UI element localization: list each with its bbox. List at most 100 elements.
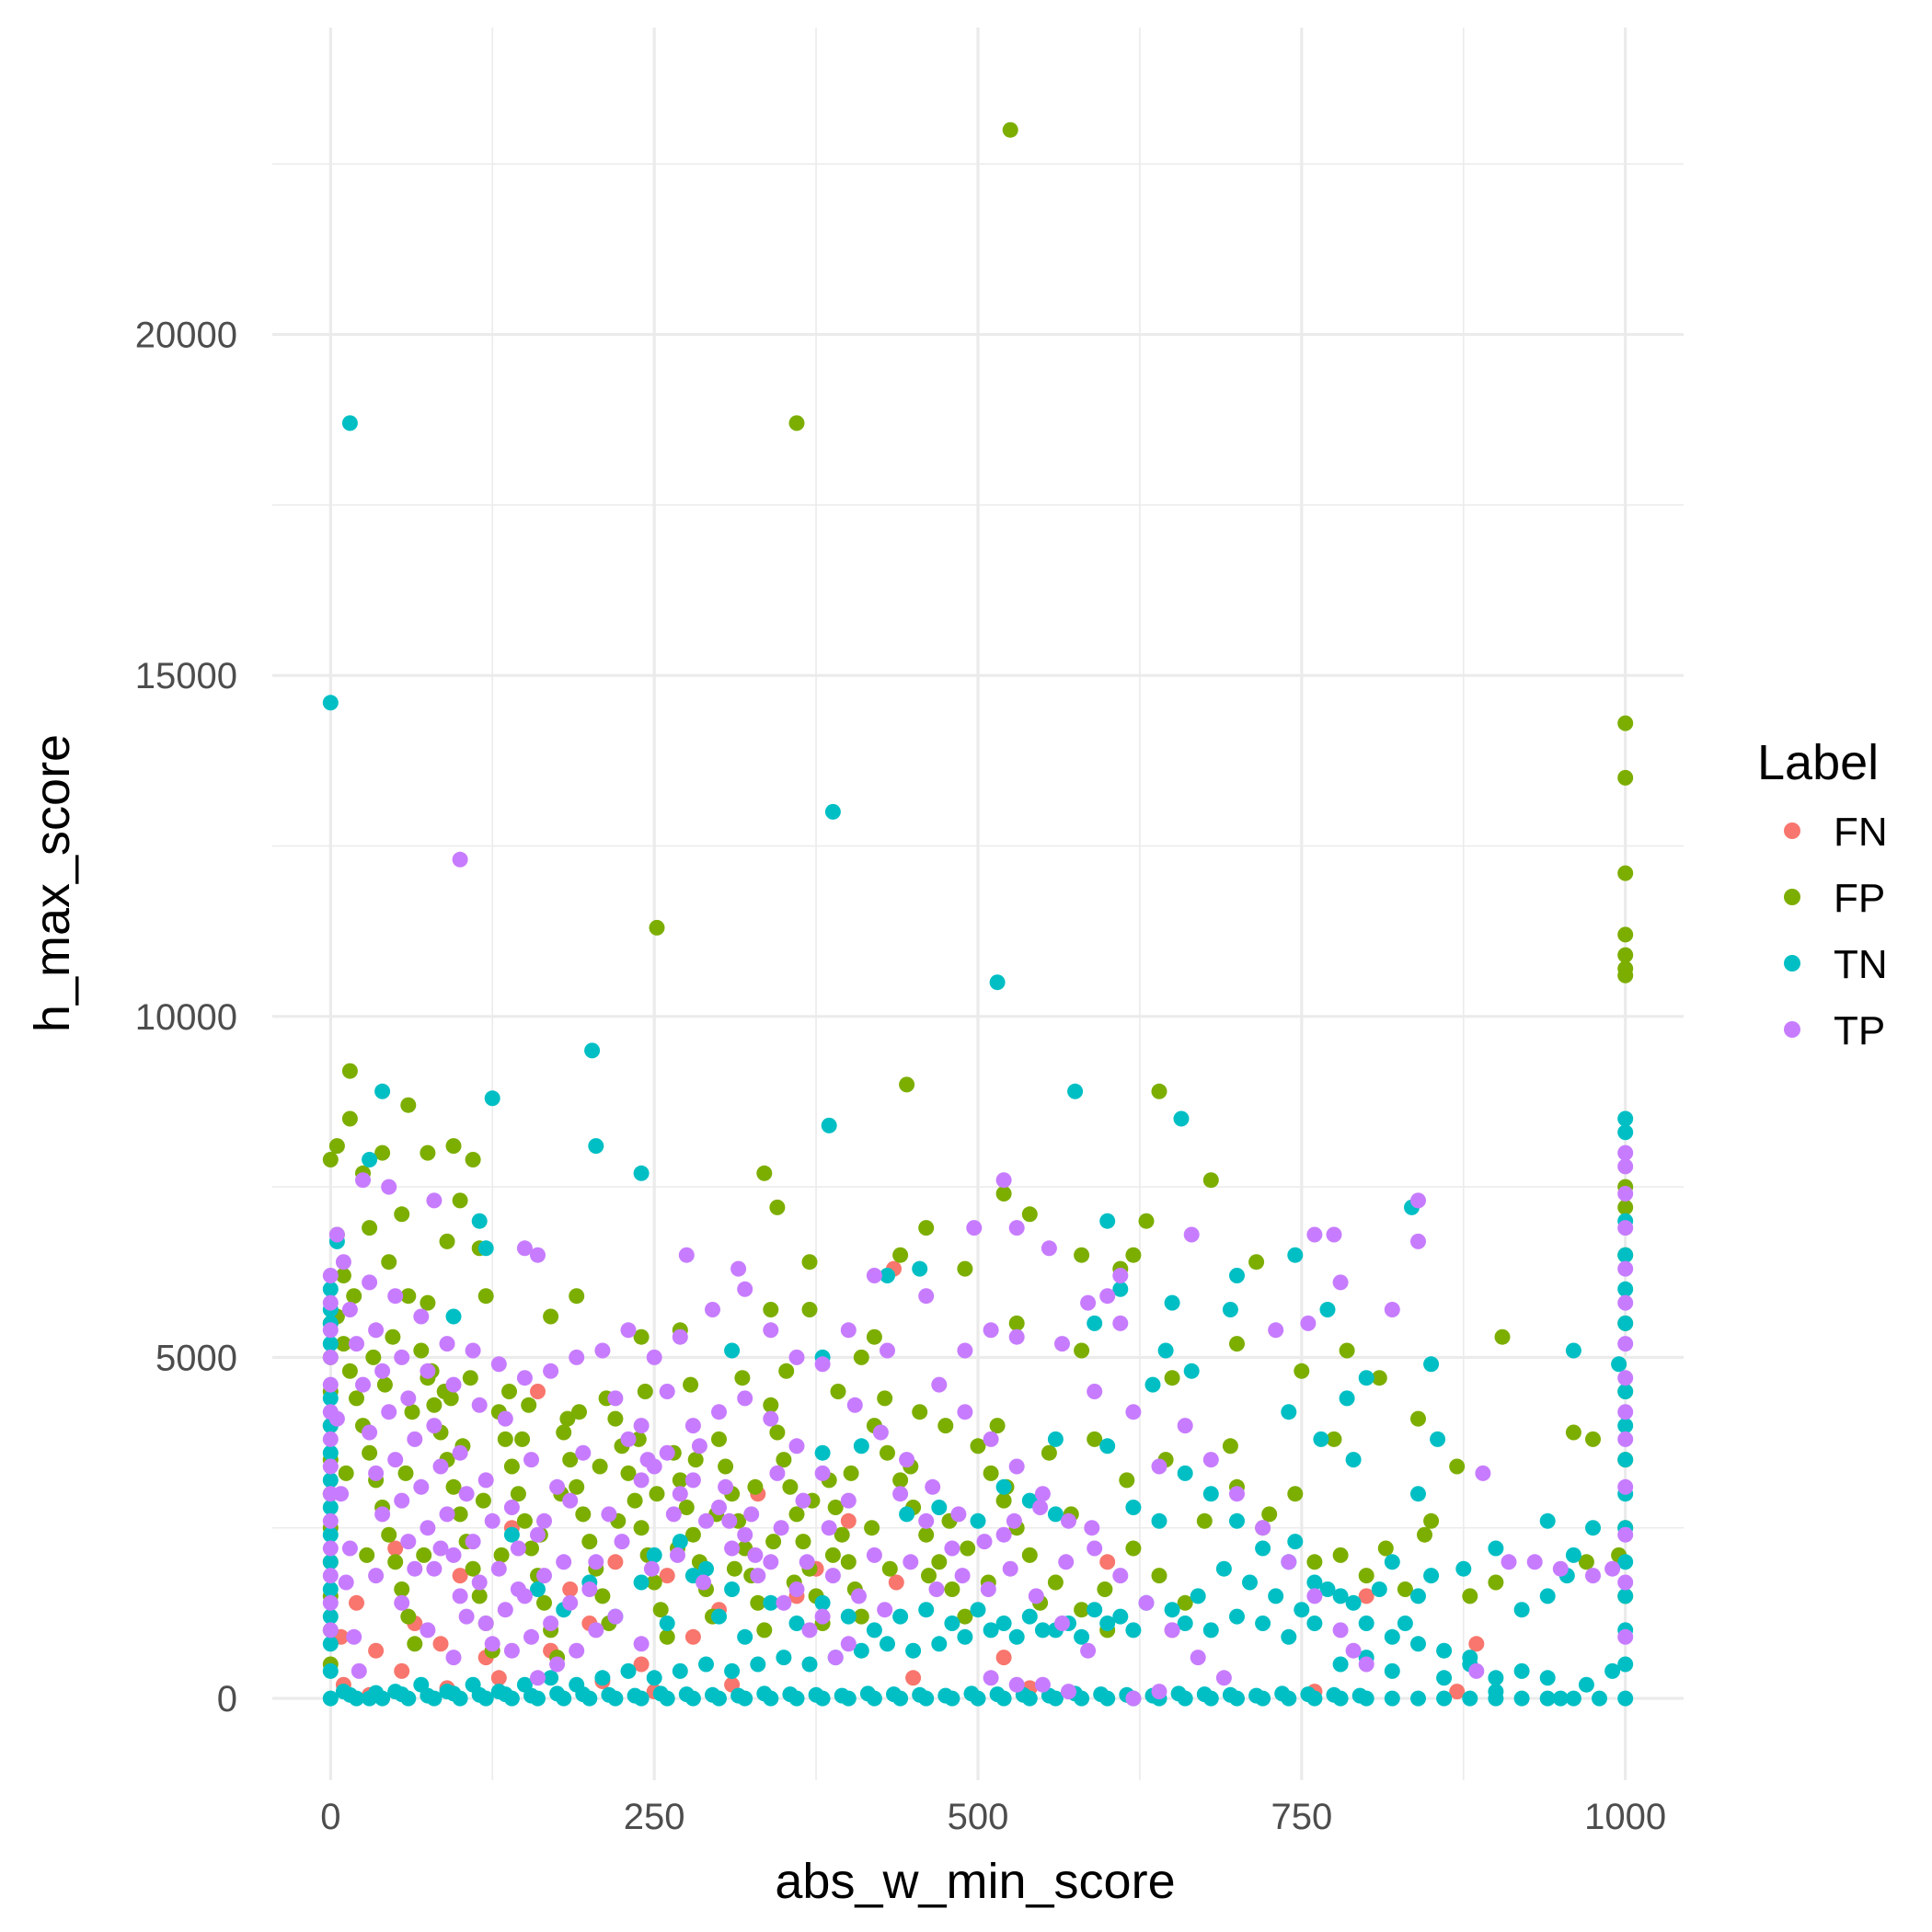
point-fp (1202, 1172, 1219, 1189)
point-fp (620, 1465, 637, 1481)
point-tp (814, 1608, 831, 1625)
point-tp (465, 1342, 481, 1359)
point-fp (892, 1472, 909, 1489)
point-tp (980, 1581, 996, 1597)
point-fp (944, 1581, 960, 1597)
point-tp (788, 1581, 805, 1597)
point-fp (957, 1608, 973, 1625)
point-fp (394, 1206, 410, 1223)
point-tn (989, 1686, 1006, 1703)
point-fp (404, 1404, 420, 1420)
point-tn (866, 1622, 882, 1639)
point-tn (1351, 1687, 1368, 1704)
point-fp (1377, 1540, 1394, 1557)
point-tp (556, 1554, 572, 1570)
point-tp (1326, 1226, 1342, 1243)
point-tp (338, 1574, 354, 1591)
point-tp (672, 1328, 688, 1345)
point-tp (801, 1622, 818, 1639)
point-fp (750, 1594, 766, 1611)
point-tn (659, 1616, 675, 1631)
point-tp (581, 1581, 598, 1597)
legend-key (1784, 955, 1800, 972)
point-fp (769, 1199, 786, 1215)
point-tp (966, 1220, 983, 1236)
point-tp (1617, 1336, 1634, 1352)
point-tn (1410, 1690, 1426, 1707)
point-tp (368, 1322, 385, 1339)
point-tn (1034, 1622, 1051, 1639)
point-tp (931, 1376, 948, 1393)
point-fp (1617, 769, 1634, 786)
point-fp (718, 1458, 734, 1475)
point-tp (387, 1288, 404, 1305)
point-fn (1449, 1684, 1466, 1700)
point-fp (1294, 1363, 1310, 1379)
point-tn (1423, 1356, 1440, 1373)
point-fp (840, 1554, 857, 1570)
point-fp (1358, 1568, 1374, 1584)
point-tn (834, 1687, 850, 1704)
point-fp (562, 1452, 579, 1468)
point-tp (1151, 1458, 1167, 1475)
point-fp (365, 1349, 382, 1365)
point-fp (824, 1547, 841, 1563)
point-tp (328, 1410, 345, 1427)
point-fp (471, 1588, 488, 1604)
point-tn (322, 1608, 339, 1625)
point-fn (633, 1656, 650, 1673)
point-tp (1281, 1554, 1297, 1570)
point-fn (530, 1384, 546, 1399)
point-tp (1177, 1418, 1193, 1434)
point-fp (1397, 1581, 1413, 1597)
point-tp (407, 1431, 423, 1447)
point-fp (1248, 1254, 1265, 1271)
point-fp (1041, 1444, 1057, 1461)
point-tn (1008, 1628, 1025, 1645)
point-fn (1358, 1588, 1374, 1604)
point-tp (601, 1506, 617, 1523)
point-fp (575, 1506, 592, 1523)
point-tp (1526, 1554, 1543, 1570)
point-fp (381, 1526, 397, 1543)
point-tp (1202, 1452, 1219, 1468)
point-tp (1617, 1186, 1634, 1202)
point-tn (698, 1656, 714, 1673)
point-tn (1384, 1662, 1400, 1679)
point-tn (594, 1670, 611, 1686)
point-tp (523, 1452, 539, 1468)
point-tn (1099, 1616, 1116, 1631)
point-tn (627, 1687, 643, 1704)
point-tn (1410, 1636, 1426, 1652)
point-tp (1125, 1690, 1142, 1707)
point-tn (1436, 1690, 1453, 1707)
point-tn (1358, 1616, 1374, 1631)
point-tp (750, 1568, 766, 1584)
point-tn (1281, 1404, 1297, 1420)
legend-key (1784, 1021, 1800, 1038)
point-fp (1617, 947, 1634, 963)
point-fp (912, 1404, 928, 1420)
point-tp (588, 1554, 604, 1570)
point-tp (614, 1534, 630, 1550)
point-fp (1423, 1512, 1440, 1529)
point-fp (594, 1588, 611, 1604)
point-tn (931, 1636, 948, 1652)
legend-item-tn: TN (1784, 942, 1888, 987)
point-tn (1339, 1390, 1355, 1407)
point-tn (503, 1526, 520, 1543)
point-tn (1617, 1110, 1634, 1127)
point-tn (633, 1165, 650, 1181)
y-tick-label: 20000 (135, 316, 237, 356)
point-tp (362, 1424, 378, 1441)
point-tp (684, 1472, 701, 1489)
point-fp (452, 1506, 468, 1523)
point-tn (801, 1656, 818, 1673)
point-tn (1021, 1608, 1038, 1625)
point-tp (711, 1500, 727, 1515)
point-tp (620, 1322, 637, 1339)
point-tp (1617, 1144, 1634, 1161)
point-tn (445, 1308, 462, 1325)
point-tp (516, 1370, 533, 1386)
point-tn (1177, 1465, 1193, 1481)
